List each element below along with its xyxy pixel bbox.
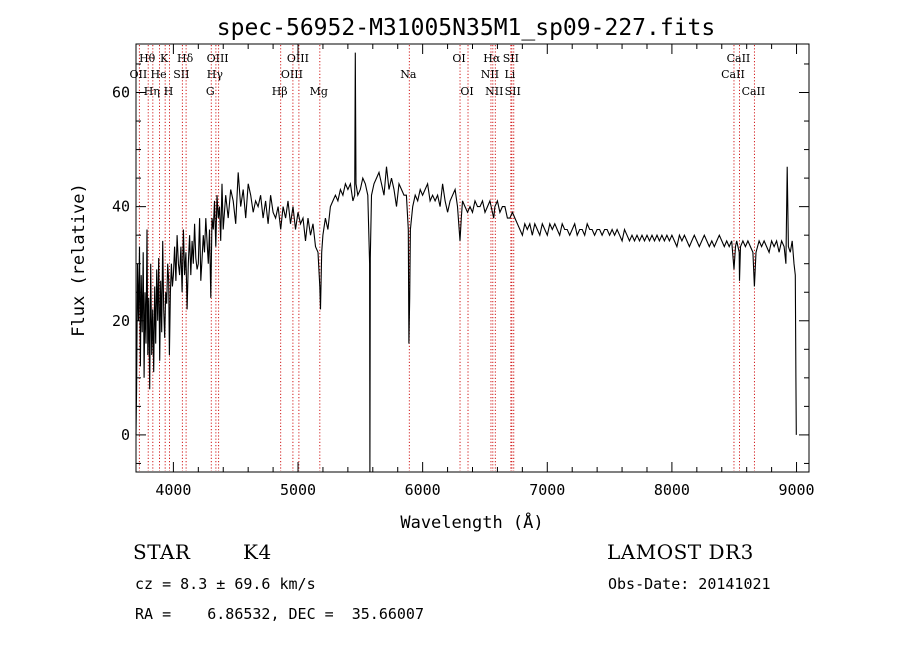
spectral-line-label: SII — [503, 52, 519, 65]
spectral-line-label: OIII — [207, 52, 229, 65]
spectral-line-label: NII — [481, 68, 499, 81]
spectral-line-label: OII — [130, 68, 148, 81]
spectral-line-label: Na — [400, 68, 417, 81]
coordinates: RA = 6.86532, DEC = 35.66007 — [135, 605, 424, 623]
spectral-line-label: OI — [460, 85, 473, 98]
spectral-line-label: SII — [173, 68, 189, 81]
spectral-line-label: OI — [452, 52, 465, 65]
x-tick-label: 9000 — [778, 481, 814, 499]
y-tick-label: 60 — [112, 84, 130, 102]
y-tick-label: 0 — [121, 426, 130, 444]
spectral-line-label: Hη — [144, 85, 160, 98]
flux-series-line — [135, 52, 797, 473]
spectral-line-label: H — [164, 85, 174, 98]
spectral-line-label: Hγ — [207, 68, 224, 81]
x-axis-label: Wavelength (Å) — [400, 511, 543, 533]
x-tick-label: 4000 — [155, 481, 191, 499]
spectral-line-label: Hδ — [177, 52, 194, 65]
plot-frame — [135, 43, 810, 473]
y-axis-label: Flux (relative) — [69, 183, 89, 337]
survey-name: LAMOST DR3 — [607, 540, 754, 564]
spectral-line-label: SII — [505, 85, 521, 98]
axis-ticks: 4000 5000 6000 7000 8000 9000 0 20 40 60 — [112, 44, 815, 499]
object-subclass: K4 — [243, 540, 272, 564]
spectral-line-label: Mg — [310, 85, 328, 98]
observation-date: Obs-Date: 20141021 — [608, 575, 771, 593]
spectral-line-label: He — [151, 68, 167, 81]
x-tick-label: 6000 — [405, 481, 441, 499]
spectral-line-label: Hβ — [272, 85, 288, 98]
spectral-line-label: K — [160, 52, 169, 65]
x-tick-label: 5000 — [280, 481, 316, 499]
spectral-line-label: CaII — [742, 85, 766, 98]
spectral-line-label: CaII — [727, 52, 751, 65]
spectral-line-label: NII — [485, 85, 503, 98]
spectral-line-label: OIII — [281, 68, 303, 81]
y-tick-label: 40 — [112, 198, 130, 216]
spectral-line-labels: Hθ OII Hη He K H SII Hδ G OIII Hγ Hβ OIII OIII Mg Na OI O… — [130, 52, 766, 98]
spectral-line-label: Hα — [483, 52, 501, 65]
spectral-line-label: Hθ — [139, 52, 156, 65]
chart-title: spec-56952-M31005N35M1_sp09-227.fits — [217, 15, 716, 41]
spectral-line-label: G — [206, 85, 215, 98]
y-tick-label: 20 — [112, 312, 130, 330]
object-class: STAR — [133, 540, 191, 564]
spectral-line-label: OIII — [287, 52, 309, 65]
redshift-value: cz = 8.3 ± 69.6 km/s — [135, 575, 316, 593]
x-tick-label: 8000 — [654, 481, 690, 499]
x-tick-label: 7000 — [529, 481, 565, 499]
spectral-line-label: Li — [504, 68, 515, 81]
spectral-line-markers — [138, 45, 755, 471]
spectral-line-label: CaII — [721, 68, 745, 81]
